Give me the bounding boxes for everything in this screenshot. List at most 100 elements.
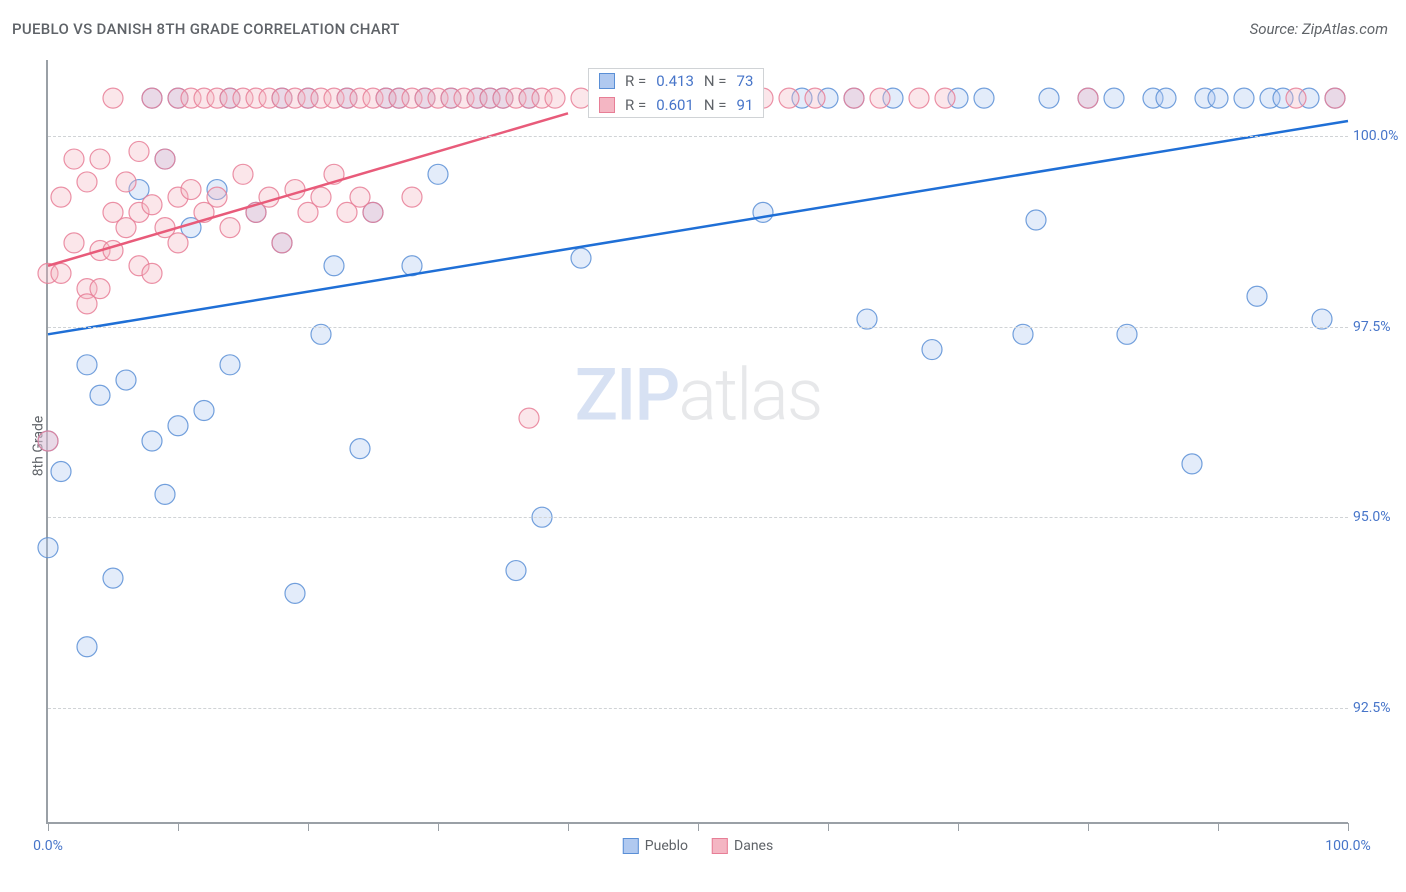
data-point: [428, 164, 448, 184]
rn-r-label: R =: [625, 72, 646, 90]
data-point: [103, 88, 123, 108]
data-point: [51, 187, 71, 207]
data-point: [155, 149, 175, 169]
rn-n-value-pueblo: 73: [737, 72, 754, 90]
data-point: [103, 568, 123, 588]
data-point: [168, 233, 188, 253]
data-point: [779, 88, 799, 108]
data-point: [142, 263, 162, 283]
rn-n-label2: N =: [704, 96, 727, 114]
data-point: [220, 218, 240, 238]
x-tick: [178, 823, 179, 831]
data-point: [1182, 454, 1202, 474]
data-point: [77, 172, 97, 192]
data-point: [155, 484, 175, 504]
data-point: [506, 561, 526, 581]
x-tick: [698, 823, 699, 831]
data-point: [571, 248, 591, 268]
data-point: [844, 88, 864, 108]
data-point: [909, 88, 929, 108]
data-point: [870, 88, 890, 108]
data-point: [1234, 88, 1254, 108]
data-point: [1208, 88, 1228, 108]
x-tick: [1088, 823, 1089, 831]
data-point: [142, 431, 162, 451]
data-point: [519, 408, 539, 428]
gridline: [48, 708, 1348, 709]
data-point: [545, 88, 565, 108]
data-point: [1039, 88, 1059, 108]
gridline: [48, 327, 1348, 328]
x-tick-label: 0.0%: [33, 838, 63, 854]
x-tick: [1218, 823, 1219, 831]
data-point: [116, 370, 136, 390]
data-point: [1026, 210, 1046, 230]
y-tick-label: 97.5%: [1353, 319, 1406, 335]
data-point: [324, 256, 344, 276]
x-tick: [828, 823, 829, 831]
data-point: [220, 355, 240, 375]
bottom-legend: Pueblo Danes: [623, 838, 773, 854]
plot-area: ZIPatlas R = 0.413 N = 73 R = 0.601 N = …: [46, 60, 1348, 824]
legend-label-pueblo: Pueblo: [645, 838, 688, 854]
data-point: [233, 164, 253, 184]
rn-n-label: N =: [704, 72, 727, 90]
x-tick: [438, 823, 439, 831]
x-tick: [308, 823, 309, 831]
data-point: [38, 431, 58, 451]
data-point: [116, 172, 136, 192]
rn-row-danes: R = 0.601 N = 91: [589, 93, 763, 117]
data-point: [51, 461, 71, 481]
trend-line: [48, 121, 1348, 334]
rn-row-pueblo: R = 0.413 N = 73: [589, 69, 763, 93]
data-point: [311, 187, 331, 207]
data-point: [1156, 88, 1176, 108]
x-tick-label: 100.0%: [1325, 838, 1370, 854]
x-tick: [958, 823, 959, 831]
rn-r-value-pueblo: 0.413: [656, 72, 694, 90]
data-point: [753, 202, 773, 222]
legend-item-pueblo: Pueblo: [623, 838, 688, 854]
x-tick: [48, 823, 49, 831]
legend-swatch-danes: [712, 838, 728, 854]
data-point: [207, 187, 227, 207]
data-point: [38, 538, 58, 558]
data-point: [1325, 88, 1345, 108]
data-point: [142, 195, 162, 215]
rn-r-label2: R =: [625, 96, 646, 114]
legend-swatch-pueblo: [623, 838, 639, 854]
rn-n-value-danes: 91: [737, 96, 754, 114]
rn-swatch-pueblo: [599, 73, 615, 89]
data-point: [402, 187, 422, 207]
data-point: [142, 88, 162, 108]
legend-item-danes: Danes: [712, 838, 773, 854]
data-point: [90, 385, 110, 405]
data-point: [90, 279, 110, 299]
gridline: [48, 136, 1348, 137]
data-point: [974, 88, 994, 108]
rn-legend: R = 0.413 N = 73 R = 0.601 N = 91: [588, 68, 764, 118]
gridline: [48, 517, 1348, 518]
data-point: [350, 439, 370, 459]
data-point: [363, 202, 383, 222]
data-point: [90, 149, 110, 169]
rn-r-value-danes: 0.601: [656, 96, 694, 114]
rn-swatch-danes: [599, 97, 615, 113]
data-point: [285, 583, 305, 603]
data-point: [77, 355, 97, 375]
data-point: [1078, 88, 1098, 108]
data-point: [181, 180, 201, 200]
data-point: [194, 401, 214, 421]
chart-title: PUEBLO VS DANISH 8TH GRADE CORRELATION C…: [12, 20, 400, 38]
data-point: [129, 141, 149, 161]
y-tick-label: 100.0%: [1353, 128, 1406, 144]
data-point: [64, 233, 84, 253]
data-point: [1286, 88, 1306, 108]
x-tick: [568, 823, 569, 831]
data-point: [1104, 88, 1124, 108]
data-point: [272, 233, 292, 253]
data-point: [77, 637, 97, 657]
data-point: [805, 88, 825, 108]
data-point: [51, 263, 71, 283]
y-tick-label: 92.5%: [1353, 700, 1406, 716]
